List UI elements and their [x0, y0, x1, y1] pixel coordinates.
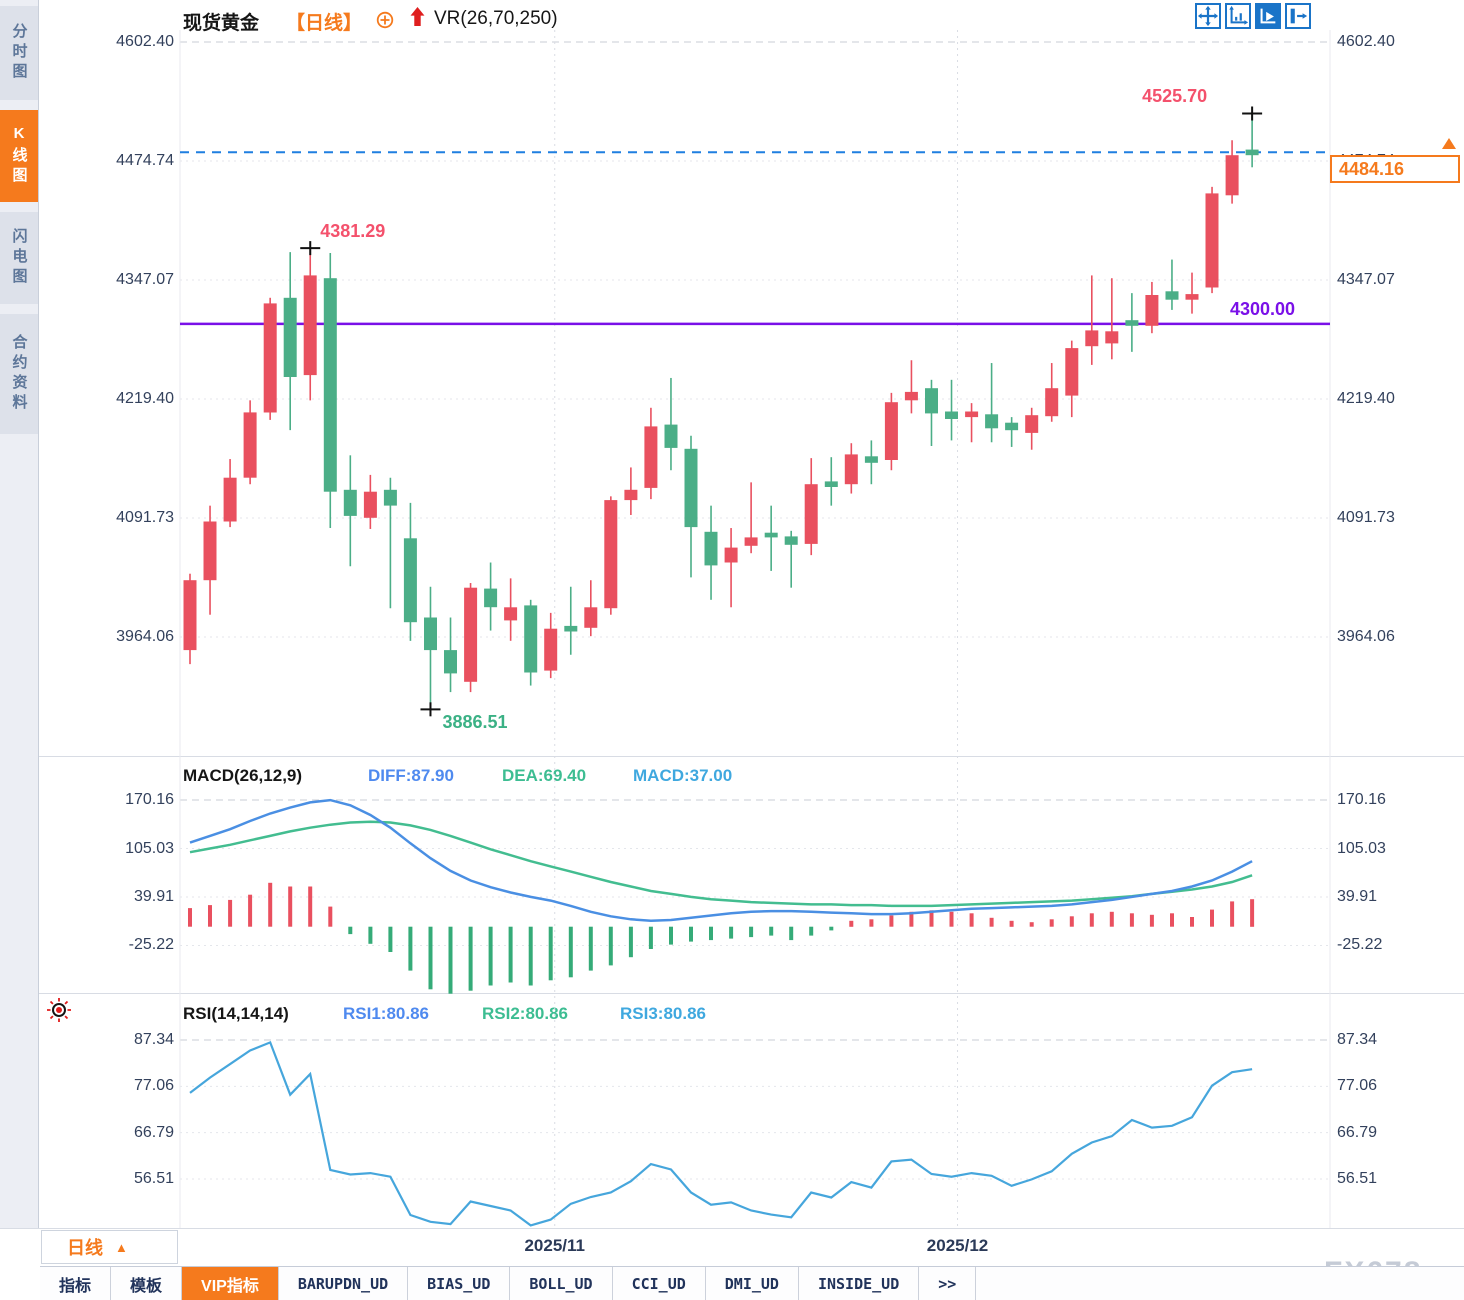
chevron-up-icon: ▲ — [115, 1239, 128, 1255]
price-axis-label: 4474.74 — [116, 152, 174, 169]
price-axis-label: 4219.40 — [116, 390, 174, 408]
last-price-box: 4484.16 — [1330, 155, 1460, 184]
swing-low-label: 3886.51 — [442, 712, 508, 733]
indicator-tab-cci_ud[interactable]: CCI_UD — [613, 1267, 706, 1300]
indicator-tab-dmi_ud[interactable]: DMI_UD — [706, 1267, 799, 1300]
indicator-tab-bar: 指标 模板 VIP指标 BARUPDN_UD BIAS_UD BOLL_UD CCI_UD D… — [40, 1266, 1464, 1300]
sidebar-tab-label: 合约资料 — [10, 334, 28, 414]
gridlines — [179, 30, 1331, 1228]
indicator-tab-vip指标[interactable]: VIP指标 — [182, 1267, 279, 1300]
indicator-tab-barupdn_ud[interactable]: BARUPDN_UD — [279, 1267, 409, 1300]
rsi-axis-label: 77.06 — [1337, 1077, 1378, 1095]
indicator-tab-boll_ud[interactable]: BOLL_UD — [510, 1267, 613, 1300]
period-selector-label: 日线 — [67, 1238, 103, 1258]
play-axis-icon[interactable] — [1255, 3, 1281, 29]
sidebar: 分时图 K线图 闪电图 合约资料 — [0, 0, 39, 1228]
zoom-axis-icon[interactable] — [1225, 3, 1251, 29]
macd-axis-label: 170.16 — [1337, 791, 1386, 808]
swing-markers — [300, 106, 1263, 717]
indicator-tab-模板[interactable]: 模板 — [111, 1267, 183, 1300]
price-up-arrow-icon — [1442, 138, 1456, 150]
macd-diff-value: DIFF:87.90 — [368, 766, 454, 785]
rsi-axis-label: 56.51 — [133, 1169, 174, 1187]
macd-dea-value: DEA:69.40 — [502, 766, 587, 785]
macd-axis-label: 105.03 — [125, 839, 174, 857]
macd-axis-label: 39.91 — [133, 887, 174, 905]
rsi-axis-label: 87.34 — [133, 1031, 174, 1048]
panel-separator — [39, 1228, 1464, 1229]
macd-axis-label: 170.16 — [125, 791, 174, 808]
swing-high-label: 4525.70 — [1142, 86, 1208, 107]
sidebar-tab-contract-info[interactable]: 合约资料 — [0, 314, 38, 434]
price-axis-label: 4602.40 — [116, 33, 174, 50]
price-axis-label: 4091.73 — [116, 509, 174, 527]
bottom-left-corner — [0, 1228, 40, 1300]
indicator-tab-[interactable]: >> — [919, 1267, 977, 1300]
sidebar-tab-label: K线图 — [10, 125, 28, 187]
indicator-tab-bias_ud[interactable]: BIAS_UD — [408, 1267, 511, 1300]
alert-sun-icon[interactable] — [46, 997, 72, 1023]
price-axis-label: 3964.06 — [116, 628, 174, 646]
panel-separator — [39, 756, 1464, 757]
macd-axis-label: 39.91 — [1337, 887, 1378, 905]
sidebar-tab-label: 闪电图 — [10, 228, 28, 288]
macd-axis-label: -25.22 — [1337, 936, 1383, 954]
rsi-axis-label: 87.34 — [1337, 1031, 1378, 1048]
rsi-title[interactable]: RSI(14,14,14) — [183, 1004, 289, 1023]
period-tag[interactable]: 【日线】 — [286, 13, 363, 34]
macd-title[interactable]: MACD(26,12,9) — [183, 766, 303, 785]
up-arrow-icon — [410, 7, 425, 27]
price-axis-label: 4347.07 — [1337, 271, 1395, 288]
target-plus-icon[interactable] — [376, 11, 394, 29]
price-axis-label: 4091.73 — [1337, 509, 1395, 527]
sidebar-tab-timeshare[interactable]: 分时图 — [0, 6, 38, 100]
price-axis-label: 3964.06 — [1337, 628, 1395, 646]
sidebar-tab-label: 分时图 — [10, 23, 28, 83]
rsi3-value: RSI3:80.86 — [620, 1004, 706, 1023]
local-high-label: 4381.29 — [320, 221, 386, 242]
price-axis-label: 4347.07 — [116, 271, 174, 288]
symbol-name: 现货黄金 — [183, 13, 260, 34]
indicator-tab-inside_ud[interactable]: INSIDE_UD — [799, 1267, 920, 1300]
candles-layer[interactable] — [183, 113, 1259, 710]
price-axis-label: 4602.40 — [1337, 33, 1395, 50]
rsi-axis-label: 56.51 — [1337, 1169, 1378, 1187]
rsi-axis-label: 66.79 — [1337, 1123, 1378, 1141]
rsi-axis-label: 77.06 — [133, 1077, 174, 1095]
macd-dea-line — [189, 820, 1253, 908]
period-selector[interactable]: 日线 ▲ — [41, 1230, 178, 1264]
panel-separator — [39, 993, 1464, 994]
indicator-label[interactable]: VR(26,70,250) — [434, 8, 558, 29]
rsi-line — [189, 1040, 1253, 1227]
rsi-axis-label: 66.79 — [133, 1123, 174, 1141]
sidebar-tab-lightning[interactable]: 闪电图 — [0, 212, 38, 304]
rsi1-value: RSI1:80.86 — [343, 1004, 429, 1023]
macd-histogram — [188, 882, 1255, 994]
macd-macd-value: MACD:37.00 — [633, 766, 733, 785]
macd-axis-label: 105.03 — [1337, 839, 1386, 857]
rsi2-value: RSI2:80.86 — [482, 1004, 568, 1023]
x-axis-month-label: 2025/11 — [524, 1236, 585, 1255]
macd-diff-line — [189, 798, 1253, 923]
sidebar-tab-kline[interactable]: K线图 — [0, 110, 38, 202]
x-axis-month-label: 2025/12 — [926, 1236, 989, 1255]
price-axis-label: 4219.40 — [1337, 390, 1395, 408]
macd-axis-label: -25.22 — [128, 936, 174, 954]
indicator-tab-指标[interactable]: 指标 — [40, 1267, 112, 1300]
move-cross-icon[interactable] — [1195, 3, 1221, 29]
exit-right-icon[interactable] — [1285, 3, 1311, 29]
hline-price-label: 4300.00 — [1230, 298, 1296, 319]
